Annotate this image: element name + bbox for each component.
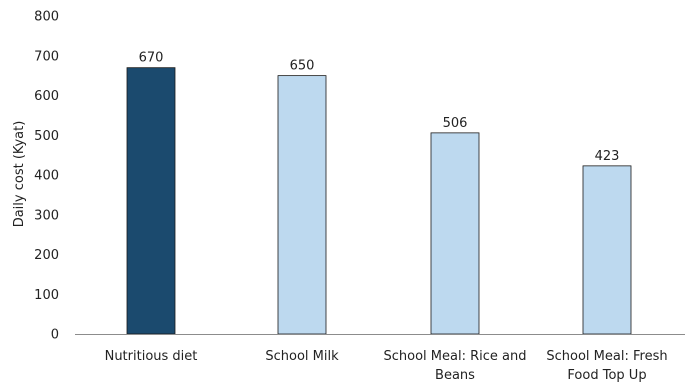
bar	[126, 67, 176, 335]
y-axis-label: Daily cost (Kyat)	[12, 121, 27, 228]
x-tick-label: School Meal: Fresh	[546, 349, 667, 364]
y-tick-label: 200	[34, 248, 59, 263]
x-tick-label: Beans	[435, 368, 475, 382]
category-labels: Nutritious diet School Milk School Meal: R…	[105, 349, 668, 382]
y-tick-label: 700	[34, 49, 59, 64]
x-tick-label: Nutritious diet	[105, 349, 198, 364]
x-tick-label: Food Top Up	[567, 368, 646, 382]
data-labels: 670 650 506 423	[139, 51, 620, 164]
x-tick-label: School Milk	[265, 349, 339, 364]
x-tick-label: School Meal: Rice and	[384, 349, 527, 364]
y-tick-label: 500	[34, 129, 59, 144]
bar	[582, 165, 632, 335]
bar	[277, 75, 327, 335]
y-tick-label: 300	[34, 208, 59, 223]
y-tick-label: 400	[34, 169, 59, 184]
bars	[126, 67, 632, 335]
data-label: 423	[595, 149, 620, 164]
data-label: 506	[443, 116, 468, 131]
y-axis-ticks: 0 100 200 300 400 500 600 700 800	[34, 10, 59, 343]
y-tick-label: 0	[51, 328, 59, 343]
y-tick-label: 600	[34, 89, 59, 104]
y-tick-label: 100	[34, 288, 59, 303]
y-tick-label: 800	[34, 10, 59, 25]
data-label: 670	[139, 51, 164, 66]
bar	[430, 132, 480, 335]
data-label: 650	[290, 59, 315, 74]
